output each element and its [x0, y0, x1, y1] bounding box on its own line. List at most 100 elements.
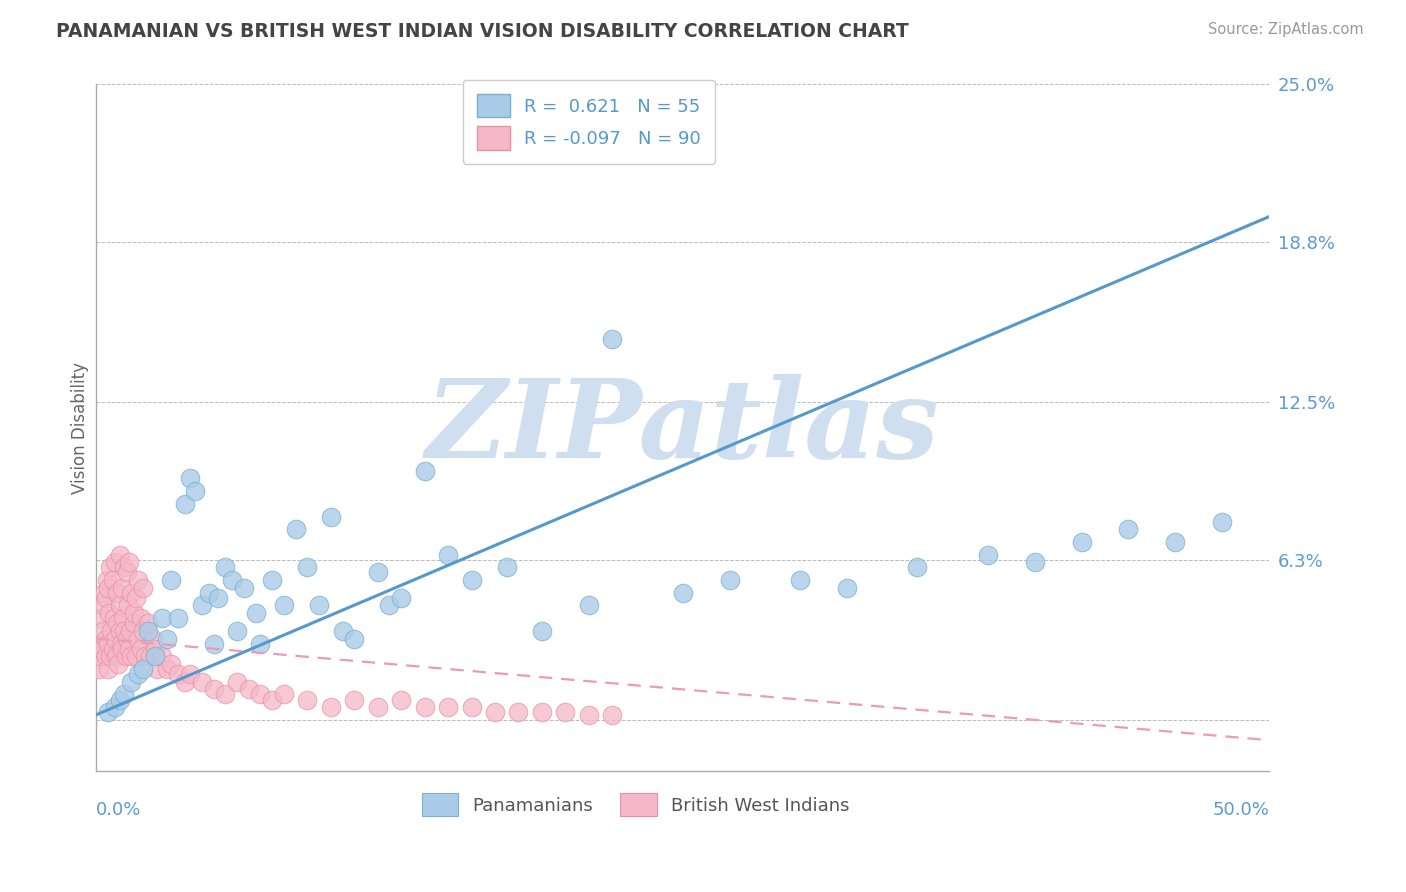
- Point: [221, 573, 243, 587]
- Point: [125, 649, 148, 664]
- Point: [167, 667, 190, 681]
- Point: [104, 632, 127, 646]
- Point: [672, 586, 695, 600]
- Point: [297, 560, 319, 574]
- Point: [98, 649, 121, 664]
- Point: [91, 624, 114, 638]
- Point: [108, 548, 131, 562]
- Point: [107, 657, 129, 671]
- Point: [90, 611, 112, 625]
- Point: [262, 692, 284, 706]
- Point: [118, 641, 141, 656]
- Text: ZIPatlas: ZIPatlas: [426, 374, 939, 482]
- Point: [262, 573, 284, 587]
- Point: [122, 606, 145, 620]
- Point: [530, 624, 553, 638]
- Point: [484, 705, 506, 719]
- Legend: Panamanians, British West Indians: Panamanians, British West Indians: [415, 786, 856, 823]
- Point: [437, 700, 460, 714]
- Point: [150, 611, 173, 625]
- Point: [718, 573, 741, 587]
- Point: [249, 637, 271, 651]
- Point: [112, 688, 135, 702]
- Point: [174, 497, 197, 511]
- Point: [90, 637, 112, 651]
- Point: [129, 641, 152, 656]
- Point: [413, 700, 436, 714]
- Point: [120, 624, 142, 638]
- Point: [389, 692, 412, 706]
- Point: [155, 632, 177, 646]
- Point: [108, 599, 131, 613]
- Point: [367, 566, 389, 580]
- Point: [111, 641, 134, 656]
- Point: [789, 573, 811, 587]
- Point: [273, 688, 295, 702]
- Point: [578, 707, 600, 722]
- Point: [155, 662, 177, 676]
- Point: [150, 649, 173, 664]
- Point: [226, 674, 249, 689]
- Point: [146, 662, 169, 676]
- Point: [112, 611, 135, 625]
- Point: [214, 688, 236, 702]
- Point: [367, 700, 389, 714]
- Point: [115, 632, 138, 646]
- Point: [118, 555, 141, 569]
- Point: [96, 573, 118, 587]
- Point: [319, 509, 342, 524]
- Point: [602, 332, 624, 346]
- Point: [111, 581, 134, 595]
- Point: [132, 581, 155, 595]
- Point: [112, 560, 135, 574]
- Point: [1211, 515, 1233, 529]
- Point: [91, 599, 114, 613]
- Point: [127, 667, 149, 681]
- Point: [554, 705, 576, 719]
- Point: [94, 649, 117, 664]
- Point: [108, 692, 131, 706]
- Point: [112, 624, 135, 638]
- Point: [117, 599, 139, 613]
- Point: [136, 616, 159, 631]
- Point: [122, 616, 145, 631]
- Point: [437, 548, 460, 562]
- Point: [343, 632, 366, 646]
- Y-axis label: Vision Disability: Vision Disability: [72, 361, 89, 493]
- Point: [105, 616, 128, 631]
- Point: [174, 674, 197, 689]
- Point: [167, 611, 190, 625]
- Point: [1024, 555, 1046, 569]
- Point: [129, 611, 152, 625]
- Point: [98, 606, 121, 620]
- Point: [110, 637, 132, 651]
- Point: [495, 560, 517, 574]
- Point: [132, 662, 155, 676]
- Point: [120, 649, 142, 664]
- Point: [238, 682, 260, 697]
- Point: [214, 560, 236, 574]
- Point: [207, 591, 229, 605]
- Point: [101, 641, 124, 656]
- Point: [249, 688, 271, 702]
- Point: [87, 662, 110, 676]
- Point: [132, 624, 155, 638]
- Point: [97, 581, 120, 595]
- Text: Source: ZipAtlas.com: Source: ZipAtlas.com: [1208, 22, 1364, 37]
- Point: [460, 700, 482, 714]
- Point: [378, 599, 401, 613]
- Point: [108, 624, 131, 638]
- Point: [202, 682, 225, 697]
- Point: [143, 641, 166, 656]
- Point: [297, 692, 319, 706]
- Point: [91, 641, 114, 656]
- Point: [460, 573, 482, 587]
- Point: [125, 591, 148, 605]
- Point: [179, 667, 201, 681]
- Point: [835, 581, 858, 595]
- Point: [191, 599, 214, 613]
- Point: [98, 560, 121, 574]
- Point: [332, 624, 354, 638]
- Point: [413, 464, 436, 478]
- Point: [508, 705, 530, 719]
